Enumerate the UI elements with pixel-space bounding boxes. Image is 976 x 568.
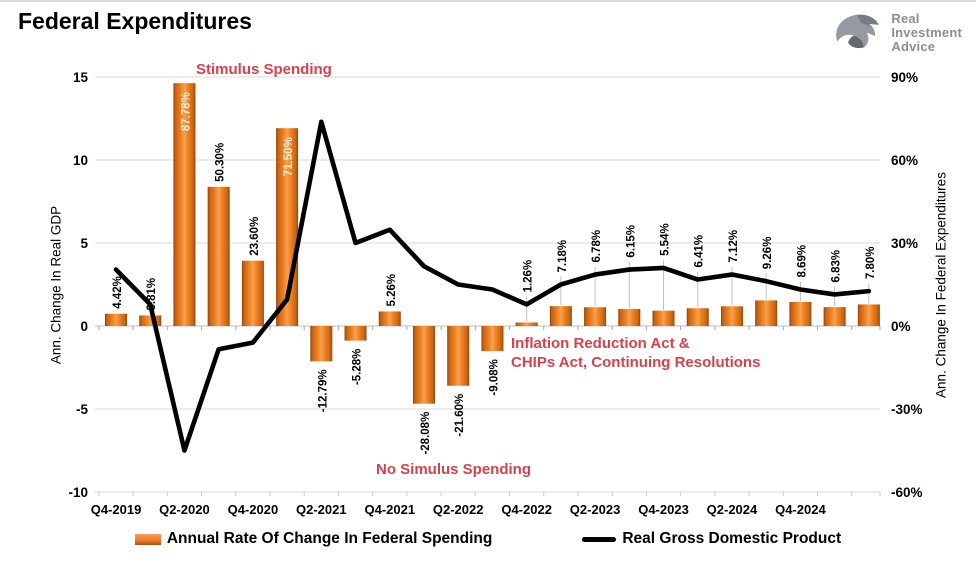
svg-text:0: 0 bbox=[80, 319, 88, 334]
bar-label-Q3-2024: 9.26% bbox=[762, 237, 774, 270]
bar-Q2-2021 bbox=[310, 326, 333, 362]
bar-label-Q2-2020: 87.78% bbox=[180, 92, 192, 131]
bar-label-Q4-2019: 4.42% bbox=[112, 276, 124, 309]
svg-text:5: 5 bbox=[80, 236, 88, 251]
bar-label-Q3-2021: -5.28% bbox=[352, 349, 364, 385]
bar-label-Q1-2023: 7.18% bbox=[557, 240, 569, 273]
bar-label-Q4-2023: 5.54% bbox=[660, 223, 672, 256]
brand-logo: Real Investment Advice bbox=[832, 10, 962, 56]
bar-Q4-2024 bbox=[789, 301, 812, 326]
bar-Q1-2023 bbox=[549, 306, 572, 326]
bar-label-Q1-2024: 6.41% bbox=[694, 235, 706, 268]
x-tick-Q4-2022: Q4-2022 bbox=[501, 502, 552, 517]
bar-Q2-2023 bbox=[584, 307, 607, 326]
bar-Q3-2024 bbox=[755, 300, 778, 326]
bar-label-Q4-2022: 1.26% bbox=[523, 260, 535, 293]
bar-label-Q4-2020: 23.60% bbox=[249, 217, 261, 256]
page-title: Federal Expenditures bbox=[18, 8, 252, 34]
bar-label-Q2-2022: -21.60% bbox=[454, 394, 466, 437]
bar-label-Q2-2025: 7.80% bbox=[865, 247, 877, 280]
bar-label-Q2-2024: 7.12% bbox=[728, 230, 740, 263]
bar-label-Q4-2024: 8.69% bbox=[796, 245, 808, 278]
svg-text:0%: 0% bbox=[891, 319, 911, 334]
axis-tick-labels: 15 90% 10 60% 5 30% 0 0% -5 -30% -10 -60% Q4-2019 Q2-… bbox=[68, 70, 922, 517]
bar-Q1-2022 bbox=[412, 326, 435, 404]
bar-Q4-2019 bbox=[105, 313, 127, 326]
svg-text:60%: 60% bbox=[891, 153, 918, 168]
bar-Q2-2020 bbox=[173, 83, 196, 326]
x-tick-Q4-2024: Q4-2024 bbox=[775, 502, 826, 517]
bar-Q4-2022 bbox=[515, 322, 538, 326]
bar-label-Q3-2023: 6.15% bbox=[625, 225, 637, 258]
x-tick-Q2-2023: Q2-2023 bbox=[570, 502, 621, 517]
line-swatch-icon bbox=[582, 536, 617, 542]
bar-Q1-2025 bbox=[823, 307, 846, 326]
bar-Q3-2023 bbox=[618, 308, 641, 326]
bar-Q1-2020 bbox=[139, 315, 162, 326]
bar-label-Q3-2020: 50.30% bbox=[215, 143, 227, 182]
legend: Annual Rate Of Change In Federal Spendin… bbox=[0, 530, 976, 548]
svg-text:10: 10 bbox=[73, 153, 88, 168]
legend-label-gdp: Real Gross Domestic Product bbox=[622, 530, 842, 547]
svg-text:90%: 90% bbox=[891, 70, 918, 85]
x-tick-Q2-2024: Q2-2024 bbox=[707, 502, 758, 517]
bar-data-labels: 4.42% 3.81%87.78%50.30%23.60%71.50%-12.79… bbox=[112, 92, 877, 454]
annotation-stimulus-spending: Stimulus Spending bbox=[196, 61, 332, 78]
bar-label-Q1-2022: -28.08% bbox=[420, 412, 432, 455]
svg-text:-30%: -30% bbox=[891, 402, 923, 417]
bar-Q3-2021 bbox=[344, 326, 367, 341]
x-tick-Q4-2021: Q4-2021 bbox=[364, 502, 415, 517]
bar-label-Q2-2021: -12.79% bbox=[317, 369, 329, 412]
brand-name: Real Investment Advice bbox=[891, 11, 962, 54]
eagle-logo-icon bbox=[836, 14, 880, 49]
bar-Q3-2020 bbox=[207, 186, 230, 326]
bar-Q2-2024 bbox=[720, 306, 743, 326]
bar-Q2-2022 bbox=[447, 326, 470, 386]
bar-label-Q4-2021: 5.26% bbox=[386, 274, 398, 307]
x-tick-Q4-2023: Q4-2023 bbox=[638, 502, 689, 517]
svg-text:15: 15 bbox=[73, 70, 89, 85]
annotation-ira-chips: Inflation Reduction Act & CHIPs Act, Con… bbox=[511, 335, 761, 371]
bar-swatch-icon bbox=[134, 533, 161, 545]
bar-Q4-2023 bbox=[652, 310, 675, 326]
bar-Q4-2020 bbox=[241, 260, 264, 326]
svg-text:-5: -5 bbox=[76, 402, 88, 417]
legend-item-spending: Annual Rate Of Change In Federal Spendin… bbox=[134, 530, 493, 548]
x-tick-Q4-2020: Q4-2020 bbox=[228, 502, 279, 517]
svg-text:-60%: -60% bbox=[891, 485, 923, 500]
bar-Q2-2025 bbox=[857, 304, 880, 326]
svg-text:30%: 30% bbox=[891, 236, 918, 251]
annotation-no-stimulus: No Simulus Spending bbox=[376, 461, 532, 478]
svg-text:-10: -10 bbox=[68, 485, 88, 500]
legend-label-spending: Annual Rate Of Change In Federal Spendin… bbox=[166, 530, 493, 547]
bar-Q1-2024 bbox=[686, 308, 709, 326]
bar-Q3-2022 bbox=[481, 326, 504, 352]
x-tick-Q2-2020: Q2-2020 bbox=[159, 502, 210, 517]
bar-label-Q1-2021: 71.50% bbox=[283, 137, 295, 176]
left-axis-title: Ann. Change In Real GDP bbox=[48, 205, 64, 365]
bar-Q4-2021 bbox=[378, 311, 401, 326]
gdp-line-series bbox=[113, 119, 872, 453]
bar-label-Q3-2022: -9.08% bbox=[488, 359, 500, 395]
x-tick-Q4-2019: Q4-2019 bbox=[91, 502, 142, 517]
bar-series bbox=[105, 83, 880, 404]
x-tick-Q2-2022: Q2-2022 bbox=[433, 502, 484, 517]
legend-item-gdp: Real Gross Domestic Product bbox=[582, 530, 841, 548]
x-tick-Q2-2021: Q2-2021 bbox=[296, 502, 347, 517]
bar-label-Q1-2025: 6.83% bbox=[831, 250, 843, 283]
bar-label-Q2-2023: 6.78% bbox=[591, 230, 603, 263]
right-axis-title: Ann. Change In Federal Expenditures bbox=[933, 172, 949, 398]
